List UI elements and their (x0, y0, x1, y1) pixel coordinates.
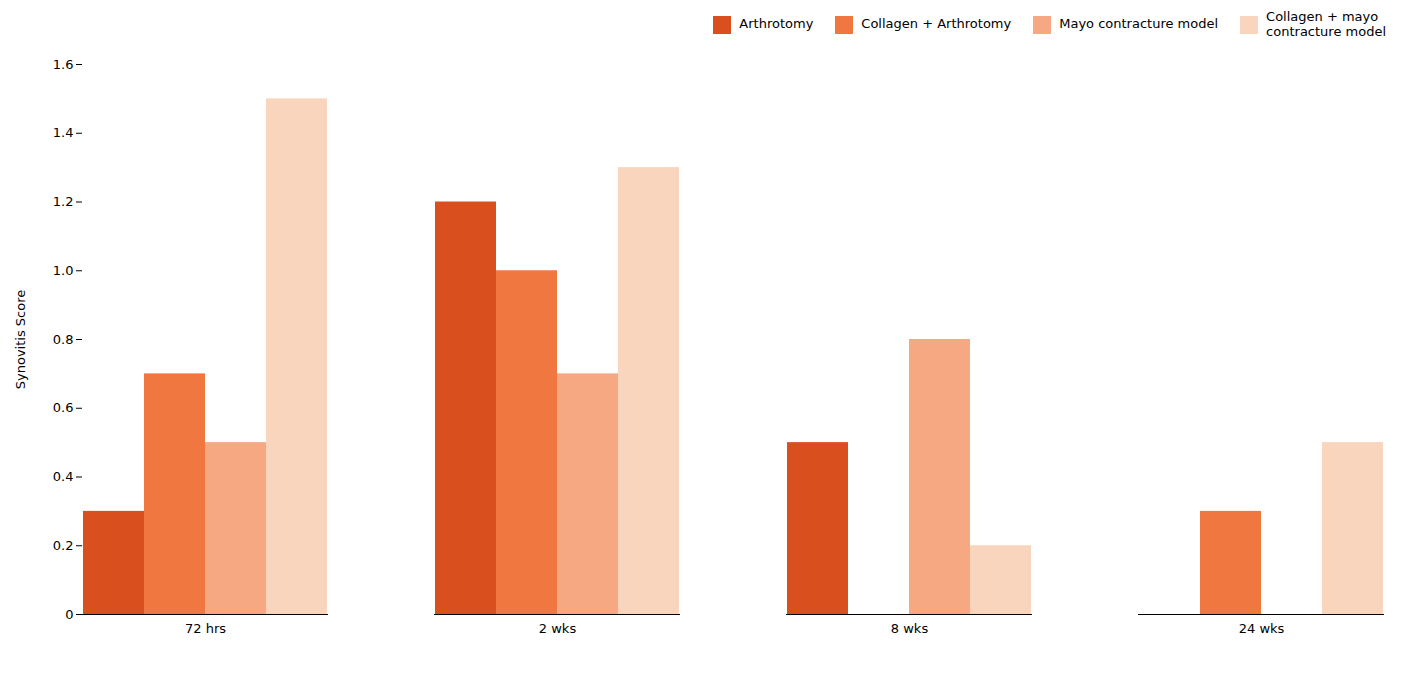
svg-text:2 wks: 2 wks (539, 621, 577, 636)
svg-text:0.8: 0.8 (53, 332, 74, 347)
svg-text:0.2: 0.2 (53, 538, 74, 553)
svg-text:1.2: 1.2 (53, 194, 74, 209)
svg-text:0.6: 0.6 (53, 400, 74, 415)
svg-text:1.6: 1.6 (53, 57, 74, 72)
svg-text:Synovitis Score: Synovitis Score (13, 290, 28, 389)
html-text:Mayo contracture model: Mayo contracture model (1059, 16, 1219, 32)
svg-text:72 hrs: 72 hrs (185, 621, 226, 636)
svg-text:1.0: 1.0 (53, 263, 74, 278)
html-text:Collagen + Arthrotomy: Collagen + Arthrotomy (861, 16, 1012, 32)
svg-text:24 wks: 24 wks (1239, 621, 1285, 636)
svg-text:1.4: 1.4 (53, 125, 74, 140)
svg-text:0: 0 (65, 607, 73, 622)
html-text:Collagen + mayo contracture mo: Collagen + mayo contracture model (1266, 9, 1386, 39)
svg-text:0.4: 0.4 (53, 469, 74, 484)
svg-text:8 wks: 8 wks (891, 621, 929, 636)
html-text:Arthrotomy: Arthrotomy (739, 16, 814, 32)
